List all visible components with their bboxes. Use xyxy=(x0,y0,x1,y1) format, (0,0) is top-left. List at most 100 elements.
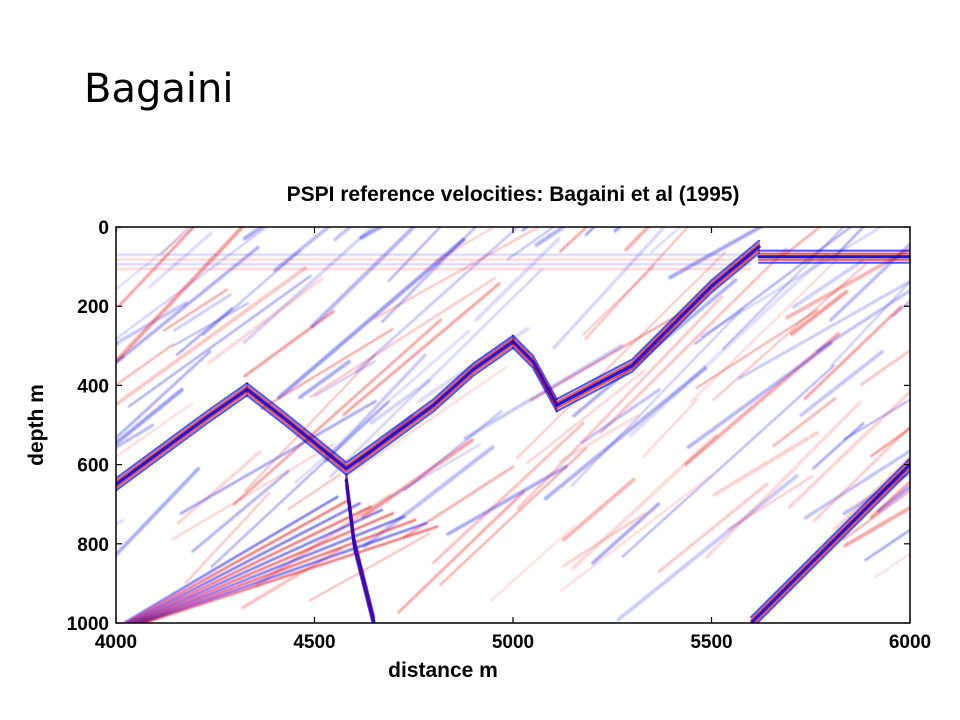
texture-stripe xyxy=(127,274,312,408)
texture-stripe xyxy=(811,422,865,470)
texture-stripe xyxy=(116,266,308,407)
reflector-lower-right-dip xyxy=(755,469,910,623)
texture-stripe xyxy=(599,247,788,434)
texture-stripe xyxy=(116,227,195,291)
texture-stripe xyxy=(13,209,81,275)
seismic-texture xyxy=(0,180,910,623)
chart-title: PSPI reference velocities: Bagaini et al… xyxy=(286,183,740,206)
reflector-lower-right-dip xyxy=(752,466,910,623)
texture-stripe xyxy=(584,227,690,340)
texture-stripe xyxy=(298,359,351,400)
texture-stripe xyxy=(184,491,271,584)
lower-left-band xyxy=(143,525,439,623)
texture-stripe xyxy=(876,484,910,513)
texture-stripe xyxy=(616,474,799,622)
texture-stripe xyxy=(558,414,640,464)
texture-stripe xyxy=(345,366,507,478)
texture-stripe xyxy=(787,389,910,509)
reflector-left-dipping-1 xyxy=(116,385,249,483)
texture-stripe xyxy=(380,227,478,324)
lower-left-band xyxy=(127,501,362,623)
texture-stripe xyxy=(342,282,501,416)
texture-stripe xyxy=(387,227,442,282)
texture-stripe xyxy=(116,227,245,365)
texture-stripe xyxy=(0,253,4,354)
lower-left-band xyxy=(136,515,406,623)
texture-stripe xyxy=(559,475,712,592)
y-axis: 0 200 400 600 800 1000 xyxy=(67,218,910,635)
texture-stripe xyxy=(737,279,910,380)
texture-stripe xyxy=(116,343,174,387)
texture-stripe xyxy=(704,400,862,559)
reflector-lower-right-dip xyxy=(749,463,910,623)
texture-stripe xyxy=(570,307,745,487)
texture-stripe xyxy=(313,360,376,397)
texture-stripe xyxy=(171,443,335,541)
texture-stripe xyxy=(0,341,10,415)
slide-title: Bagaini xyxy=(84,66,234,112)
texture-stripe xyxy=(829,242,910,322)
texture-stripe xyxy=(333,227,353,242)
texture-stripe xyxy=(309,227,417,329)
texture-stripe xyxy=(624,227,651,252)
lower-left-band xyxy=(132,508,384,623)
lower-left-band xyxy=(141,521,428,623)
texture-stripe xyxy=(789,289,849,336)
texture-stripe xyxy=(791,259,864,309)
reflector-syncline xyxy=(245,346,515,476)
texture-stripe xyxy=(506,227,556,261)
x-tick-label: 6000 xyxy=(889,632,931,653)
texture-stripe xyxy=(695,309,819,389)
texture-stripe xyxy=(244,354,377,493)
texture-stripe xyxy=(799,349,885,417)
texture-stripe xyxy=(516,295,724,510)
texture-stripe xyxy=(191,469,290,553)
texture-stripe xyxy=(803,305,903,400)
y-tick-label: 600 xyxy=(77,456,109,477)
texture-stripe xyxy=(489,524,576,602)
x-axis-label: distance m xyxy=(388,659,498,682)
texture-stripe xyxy=(621,364,835,558)
texture-stripe xyxy=(116,467,201,558)
texture-stripe xyxy=(0,320,22,391)
x-tick-label: 5000 xyxy=(492,632,534,653)
texture-stripe xyxy=(242,227,265,241)
texture-stripe xyxy=(700,227,884,338)
texture-stripe xyxy=(864,528,910,562)
texture-stripe xyxy=(722,227,845,350)
lower-left-band xyxy=(130,505,373,623)
texture-stripe xyxy=(176,450,262,525)
texture-stripe xyxy=(431,421,585,565)
y-tick-label: 1000 xyxy=(67,614,109,635)
x-axis: 4000 4500 5000 5500 6000 xyxy=(95,227,931,653)
texture-stripe xyxy=(439,447,587,586)
texture-stripe xyxy=(561,477,636,542)
texture-stripe xyxy=(232,318,443,506)
lower-left-band xyxy=(125,498,351,623)
texture-stripe xyxy=(276,237,466,400)
reflector-left-dipping-1 xyxy=(116,382,249,480)
reflector-lower-right-dip xyxy=(750,457,910,619)
texture-stripe xyxy=(781,227,822,258)
texture-stripe xyxy=(657,482,769,574)
texture-stripe xyxy=(172,302,250,347)
x-tick-label: 5500 xyxy=(690,632,732,653)
texture-stripe xyxy=(3,180,68,233)
texture-stripe xyxy=(833,455,910,531)
texture-stripe xyxy=(584,227,596,237)
texture-stripe xyxy=(390,443,482,498)
texture-stripe xyxy=(362,445,495,548)
reflector-anticline-right-flank xyxy=(511,343,558,410)
texture-stripe xyxy=(649,227,683,254)
lower-left-band xyxy=(134,511,395,623)
reflector-syncline xyxy=(245,337,515,467)
texture-stripe xyxy=(207,277,324,365)
texture-stripe xyxy=(434,227,494,263)
reflector-right-rising xyxy=(555,245,761,407)
y-tick-label: 800 xyxy=(77,535,109,556)
texture-stripe xyxy=(843,505,910,548)
reflector-lower-right-dip xyxy=(750,460,910,622)
reflector-syncline xyxy=(245,340,515,471)
y-tick-label: 0 xyxy=(98,218,109,239)
